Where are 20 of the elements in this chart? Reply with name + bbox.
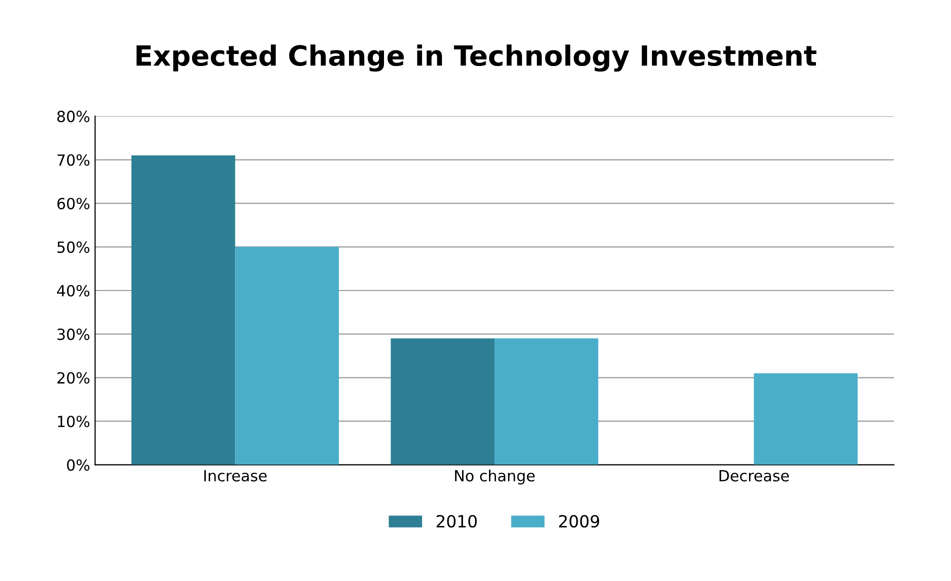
bar (235, 246, 339, 465)
bar (131, 155, 236, 465)
y-tick-label: 50% (57, 241, 90, 253)
y-tick-label: 0% (67, 459, 90, 471)
x-tick-label: No change (455, 470, 535, 484)
y-tick-label: 30% (57, 328, 90, 340)
x-tick-label: Decrease (720, 470, 789, 482)
y-tick-label: 60% (57, 198, 90, 210)
x-tick-label: Increase (204, 470, 267, 482)
bar (754, 373, 858, 465)
bar (390, 338, 495, 465)
legend-label: 2010 (436, 514, 477, 528)
y-tick-label: 40% (57, 284, 90, 297)
chart-title: Expected Change in Technology Investment (136, 44, 816, 72)
y-tick-label: 20% (57, 372, 90, 384)
legend-label: 2009 (559, 514, 600, 528)
y-tick-label: 80% (57, 110, 90, 122)
y-tick-label: 10% (58, 416, 90, 428)
bar (494, 338, 598, 465)
y-tick-label: 70% (58, 154, 90, 166)
